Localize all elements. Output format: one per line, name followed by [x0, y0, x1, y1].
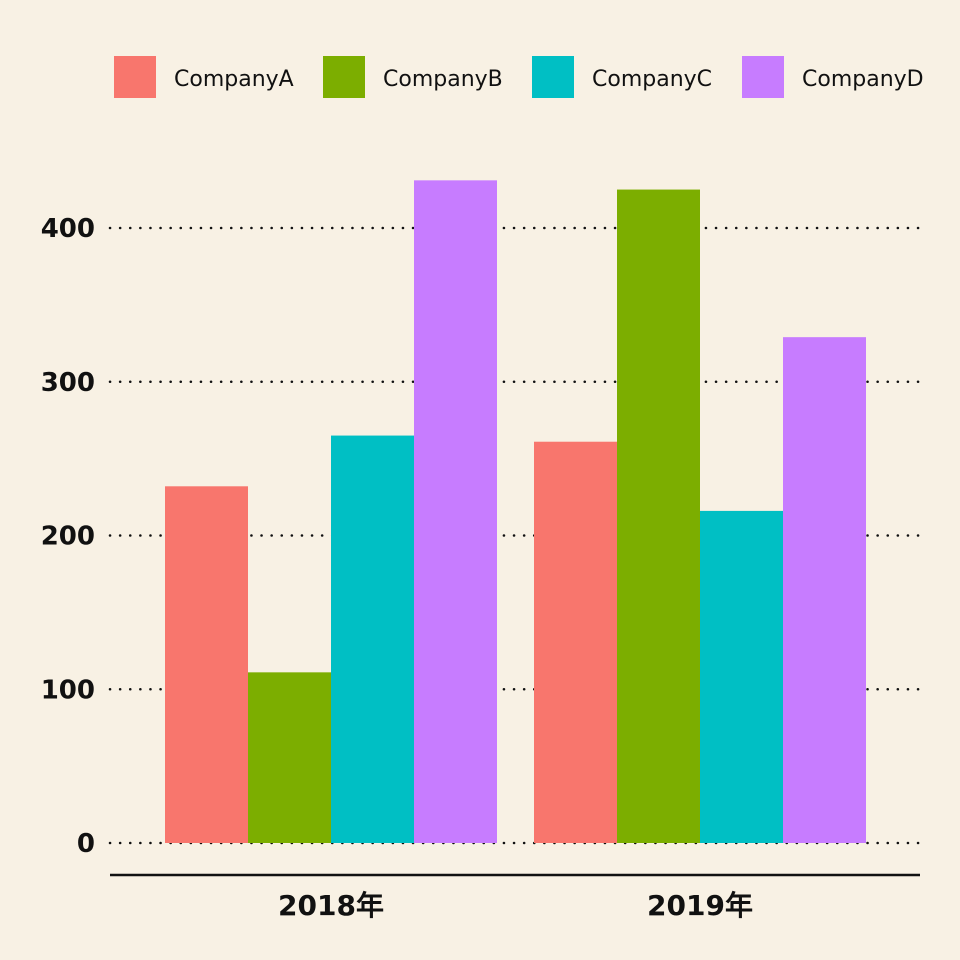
- bar-companyc-1: [700, 510, 783, 843]
- bar-companya-0: [165, 486, 248, 843]
- legend-label-companya: CompanyA: [174, 67, 294, 92]
- y-tick-label: 100: [41, 675, 95, 705]
- x-tick-label: 2019年: [647, 889, 753, 922]
- bar-companyb-1: [617, 189, 700, 843]
- y-axis-ticks: 0 100 200 300 400: [41, 214, 95, 859]
- legend-swatch-companya: [114, 56, 156, 98]
- bar-companyd-1: [783, 337, 866, 843]
- legend-swatch-companyd: [742, 56, 784, 98]
- y-tick-label: 0: [77, 829, 95, 859]
- y-tick-label: 400: [41, 214, 95, 244]
- y-tick-label: 200: [41, 522, 95, 552]
- bars: [165, 180, 866, 843]
- gridlines: [108, 226, 922, 845]
- bar-companyc-0: [331, 435, 414, 843]
- x-axis-ticks: 2018年 2019年: [278, 889, 753, 922]
- y-tick-label: 300: [41, 368, 95, 398]
- legend-swatch-companyc: [532, 56, 574, 98]
- bar-companya-1: [534, 441, 617, 843]
- bar-companyd-0: [414, 180, 497, 843]
- legend-swatch-companyb: [323, 56, 365, 98]
- x-tick-label: 2018年: [278, 889, 384, 922]
- bar-companyb-0: [248, 672, 331, 843]
- legend-label-companyd: CompanyD: [802, 67, 924, 92]
- legend-label-companyc: CompanyC: [592, 67, 712, 92]
- legend: CompanyA CompanyB CompanyC CompanyD: [114, 56, 924, 98]
- legend-label-companyb: CompanyB: [383, 67, 503, 92]
